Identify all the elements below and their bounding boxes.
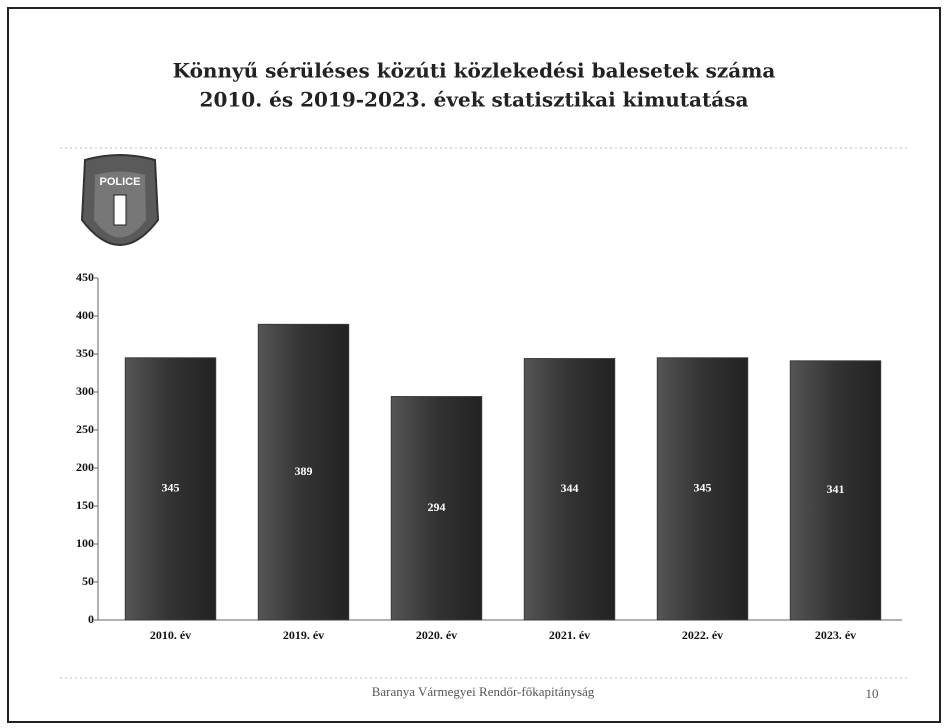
page-number: 10	[866, 686, 879, 701]
value-label: 341	[827, 482, 845, 496]
footer-text: Baranya Vármegyei Rendőr-főkapitányság	[372, 684, 595, 699]
x-tick-label: 2010. év	[150, 628, 191, 642]
y-tick-label: 100	[76, 536, 94, 550]
y-tick-label: 400	[76, 308, 94, 322]
badge-tower	[114, 195, 126, 225]
y-tick-label: 150	[76, 498, 94, 512]
x-tick-label: 2020. év	[416, 628, 457, 642]
chart-title: Könnyű sérüléses közúti közlekedési bale…	[173, 59, 776, 83]
y-tick-label: 200	[76, 460, 94, 474]
value-label: 344	[561, 481, 579, 495]
chart-subtitle: 2010. és 2019-2023. évek statisztikai ki…	[200, 88, 749, 112]
x-tick-label: 2021. év	[549, 628, 590, 642]
y-tick-label: 0	[88, 612, 94, 626]
y-tick-label: 350	[76, 346, 94, 360]
y-tick-label: 450	[76, 270, 94, 284]
y-tick-label: 300	[76, 384, 94, 398]
y-tick-label: 50	[82, 574, 94, 588]
x-tick-label: 2019. év	[283, 628, 324, 642]
badge-text: POLICE	[100, 176, 141, 188]
y-tick-label: 250	[76, 422, 94, 436]
value-label: 389	[295, 464, 313, 478]
police-badge: POLICE	[82, 155, 158, 245]
x-tick-label: 2023. év	[815, 628, 856, 642]
x-tick-label: 2022. év	[682, 628, 723, 642]
value-label: 345	[694, 481, 712, 495]
value-label: 294	[428, 500, 446, 514]
value-label: 345	[162, 481, 180, 495]
slide: Könnyű sérüléses közúti közlekedési bale…	[0, 0, 948, 723]
